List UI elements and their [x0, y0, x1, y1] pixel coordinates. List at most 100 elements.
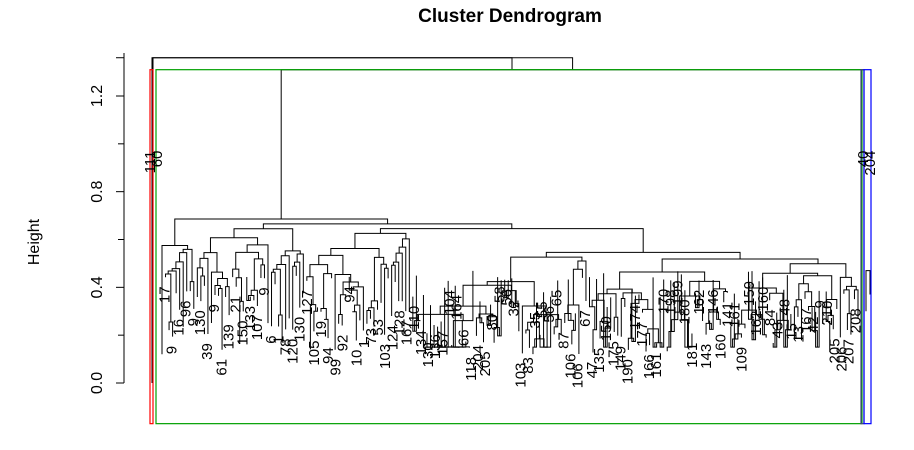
leaf-label: 1: [356, 340, 373, 348]
leaf-label: 78: [277, 339, 294, 356]
leaf-label: 94: [320, 347, 337, 364]
merge-link: [398, 246, 407, 312]
merge-link: [620, 297, 626, 337]
merge-link: [233, 228, 294, 251]
merge-link: [280, 69, 865, 271]
merge-link: [379, 228, 644, 253]
leaf-label: 96: [178, 301, 195, 318]
merge-link: [366, 309, 371, 324]
leaf-label: 83: [520, 357, 537, 374]
leaf-label: 162: [691, 290, 708, 315]
merge-link: [571, 313, 576, 345]
merge-link: [352, 311, 357, 341]
cluster-rect-red: [149, 69, 154, 425]
merge-link: [348, 276, 358, 306]
leaf-label: 32: [506, 300, 523, 317]
leaf-label: 48: [776, 299, 793, 316]
leaf-label: 167: [399, 320, 416, 345]
leaf-label: 13: [791, 326, 808, 343]
merge-link: [373, 256, 385, 301]
merge-link: [795, 299, 802, 341]
merge-link: [416, 313, 464, 321]
merge-link: [354, 232, 407, 249]
leaf-label: 94: [342, 286, 359, 303]
merge-link: [497, 277, 502, 337]
leaf-label: 35: [527, 312, 544, 329]
leaf-label: 9: [163, 346, 180, 354]
leaf-label: 205: [477, 351, 494, 376]
leaf-label: 136: [427, 334, 444, 359]
y-axis: 0.0 0.4 0.8 1.2: [89, 52, 125, 394]
leaf-label: 190: [620, 359, 637, 384]
leaf-label: 207: [841, 339, 858, 364]
leaf-label: 9: [206, 304, 223, 312]
leaf-label: 159: [741, 281, 758, 306]
leaf-label: 61: [213, 359, 230, 376]
leaf-label: 170: [655, 289, 672, 314]
merge-link: [671, 271, 679, 332]
merge-link: [214, 285, 221, 296]
merge-link: [785, 313, 792, 348]
leaf-label: 9: [185, 318, 202, 326]
merge-link: [479, 301, 485, 343]
leaf-label: 21: [228, 296, 245, 313]
leaf-label: 120: [285, 339, 302, 364]
leaf-label: 55: [534, 301, 551, 318]
merge-link: [510, 256, 583, 282]
merge-link: [171, 268, 181, 310]
leaf-label: 180: [677, 299, 694, 324]
y-tick-label: 0.0: [89, 372, 106, 394]
merge-link: [276, 263, 287, 330]
leaf-label: 118: [463, 357, 480, 381]
leaf-label: 149: [612, 346, 629, 371]
leaf-label: 160: [712, 334, 729, 359]
merge-link: [338, 313, 343, 326]
merge-link: [777, 319, 789, 330]
cluster-rect-green: [155, 69, 863, 425]
leaf-label: 65: [548, 290, 565, 307]
merge-link: [218, 288, 223, 350]
merge-link: [182, 248, 193, 282]
y-axis-label-group: Height: [26, 218, 43, 265]
leaf-label: 198: [662, 290, 679, 315]
merge-link: [839, 276, 852, 338]
merge-link: [521, 305, 547, 354]
leaf-label: 174: [627, 305, 644, 330]
leaf-label: 199: [670, 280, 687, 305]
leaf-label: 181: [684, 343, 701, 368]
merge-link: [798, 283, 809, 300]
leaf-label: 17: [156, 286, 173, 303]
merge-link: [545, 251, 741, 259]
merge-link: [865, 270, 871, 312]
leaf-label: 39: [199, 343, 216, 360]
merge-link: [846, 285, 857, 290]
merge-link: [239, 300, 244, 345]
leaf-label: 84: [762, 309, 779, 326]
merge-link: [380, 263, 387, 303]
merge-link: [232, 268, 240, 278]
merge-link: [631, 289, 636, 343]
merge-link: [684, 290, 691, 348]
leaf-label: 160: [755, 287, 772, 312]
merge-link: [354, 304, 361, 321]
merge-link: [488, 316, 498, 328]
merge-link: [330, 247, 380, 258]
leaf-label: 130: [292, 317, 309, 342]
merge-link: [599, 320, 609, 339]
leaf-label: 104: [441, 290, 458, 315]
leaf-label: 177: [634, 322, 651, 347]
leaf-label: 9: [256, 287, 273, 295]
leaf-label: 6: [263, 335, 280, 343]
leaf-label: 107: [249, 315, 266, 340]
leaf-label: 161: [648, 353, 665, 378]
merge-link: [737, 323, 746, 334]
merge-link: [296, 253, 304, 294]
leaf-label: 164: [449, 295, 466, 320]
leaf-label: 60: [149, 151, 166, 168]
merge-link: [577, 260, 587, 301]
leaf-label: 9: [812, 300, 829, 308]
cluster-rect-blue: [863, 69, 872, 425]
merge-link: [627, 337, 635, 350]
merge-link: [200, 275, 205, 302]
